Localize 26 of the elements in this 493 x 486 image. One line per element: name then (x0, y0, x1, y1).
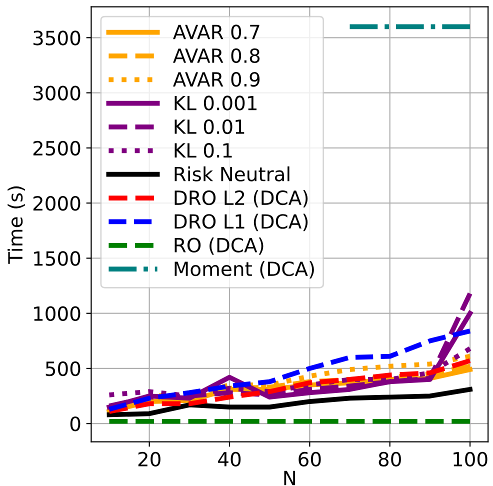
y-tick-label: 500 (46, 361, 80, 376)
x-tick-label: 40 (218, 452, 241, 467)
y-tick-label: 2500 (33, 140, 80, 156)
legend-label: DRO L1 (DCA) (174, 214, 308, 232)
legend-label: AVAR 0.7 (173, 24, 260, 40)
y-tick-label: 3000 (33, 86, 80, 100)
y-tick-label: 2000 (33, 196, 80, 211)
legend-label: KL 0.001 (174, 96, 257, 110)
legend-label: KL 0.1 (174, 143, 232, 158)
legend-label: DRO L2 (DCA) (174, 190, 308, 208)
y-axis-title: Time (s) (8, 186, 25, 264)
y-tick-label: 1000 (34, 306, 80, 321)
x-tick-label: 100 (454, 452, 488, 467)
legend-label: RO (DCA) (174, 237, 264, 255)
legend-label: AVAR 0.9 (173, 72, 260, 87)
legend-label: Risk Neutral (174, 166, 290, 182)
legend-label: Moment (DCA) (174, 261, 314, 278)
x-tick-label: 60 (298, 452, 321, 467)
x-axis-title: N (284, 470, 295, 486)
x-tick-label: 20 (138, 452, 160, 467)
legend-label: AVAR 0.8 (173, 48, 260, 64)
x-tick-label: 80 (378, 452, 401, 467)
y-tick-label: 1500 (34, 251, 80, 266)
y-tick-label: 3500 (33, 30, 80, 46)
y-tick-label: 0 (70, 416, 80, 432)
legend-label: KL 0.01 (174, 119, 244, 134)
